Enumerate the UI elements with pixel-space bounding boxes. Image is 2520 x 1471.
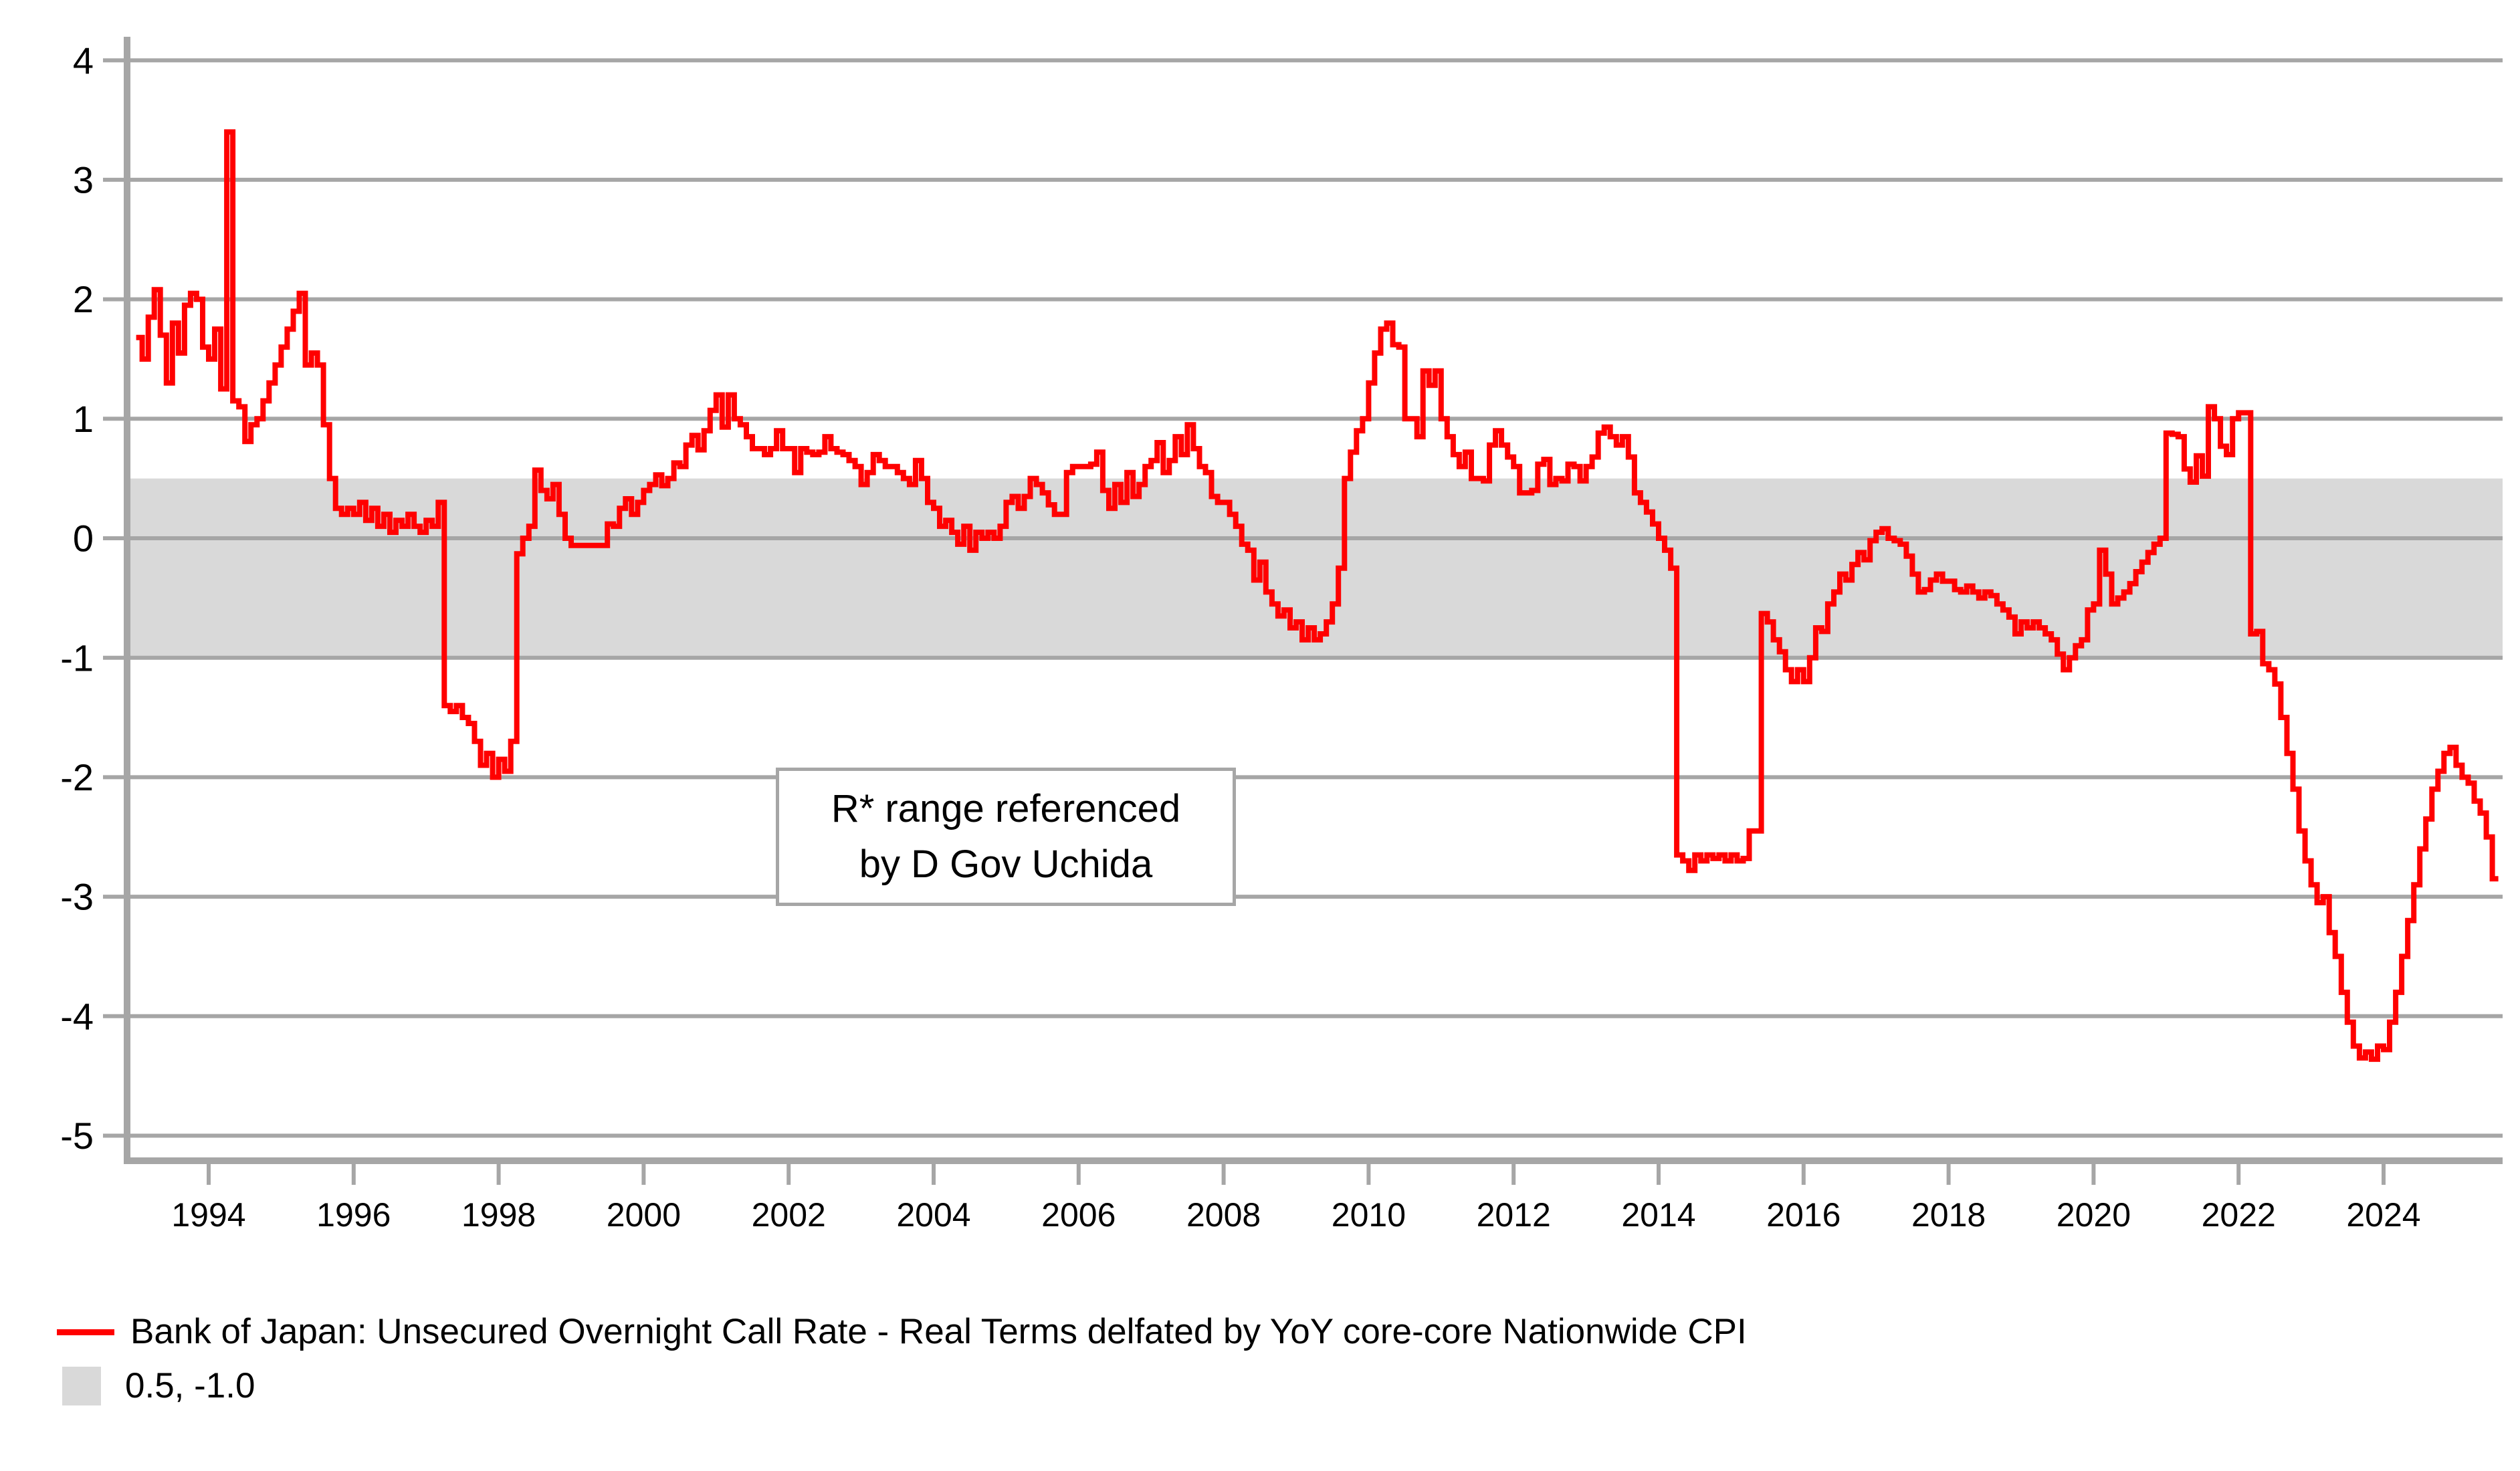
tick-marks xyxy=(103,58,2386,1185)
x-tick-label: 2022 xyxy=(2202,1196,2276,1234)
x-tick-label: 1998 xyxy=(461,1196,536,1234)
y-tick-label: 3 xyxy=(73,159,94,201)
x-tick-label: 1994 xyxy=(171,1196,245,1234)
x-tick-label: 2012 xyxy=(1477,1196,1551,1234)
x-tick-label: 2024 xyxy=(2346,1196,2420,1234)
y-tick-label: -3 xyxy=(60,876,94,918)
y-tick-label: -4 xyxy=(60,995,94,1037)
axes xyxy=(124,37,2503,1164)
x-tick-label: 2018 xyxy=(1911,1196,1986,1234)
x-tick-label: 2004 xyxy=(896,1196,970,1234)
x-tick-label: 2014 xyxy=(1621,1196,1695,1234)
x-tick-label: 2016 xyxy=(1766,1196,1841,1234)
legend-band-swatch xyxy=(62,1367,101,1406)
x-tick-label: 2008 xyxy=(1186,1196,1261,1234)
legend-item-band: 0.5, -1.0 xyxy=(57,1366,1747,1407)
y-tick-label: 1 xyxy=(73,398,94,440)
y-tick-label: 0 xyxy=(73,518,94,560)
legend: Bank of Japan: Unsecured Overnight Call … xyxy=(57,1312,1747,1407)
x-tick-label: 2020 xyxy=(2057,1196,2131,1234)
y-tick-label: -2 xyxy=(60,756,94,798)
annotation-box: R* range referenced by D Gov Uchida xyxy=(776,768,1236,906)
gridlines xyxy=(127,58,2503,1138)
y-tick-label: 2 xyxy=(73,278,94,320)
x-tick-label: 2002 xyxy=(752,1196,826,1234)
x-tick-label: 2000 xyxy=(607,1196,681,1234)
legend-series-label: Bank of Japan: Unsecured Overnight Call … xyxy=(130,1312,1747,1351)
legend-line-swatch xyxy=(57,1329,114,1335)
series-line-boj-call-rate xyxy=(136,129,2499,1062)
y-tick-label: -5 xyxy=(60,1115,94,1157)
y-tick-label: -1 xyxy=(60,637,94,679)
annotation-line-2: by D Gov Uchida xyxy=(859,842,1153,886)
annotation-line-1: R* range referenced xyxy=(831,787,1181,831)
axis-labels: 4 3 2 1 0 -1 -2 -3 -4 -5 1994 1996 1998 2000 2002 2004 2… xyxy=(60,39,2420,1234)
x-tick-label: 2006 xyxy=(1041,1196,1116,1234)
legend-band-label: 0.5, -1.0 xyxy=(125,1365,255,1405)
x-tick-label: 1996 xyxy=(316,1196,391,1234)
x-tick-label: 2010 xyxy=(1332,1196,1406,1234)
legend-item-series: Bank of Japan: Unsecured Overnight Call … xyxy=(57,1312,1747,1353)
y-tick-label: 4 xyxy=(73,39,94,82)
